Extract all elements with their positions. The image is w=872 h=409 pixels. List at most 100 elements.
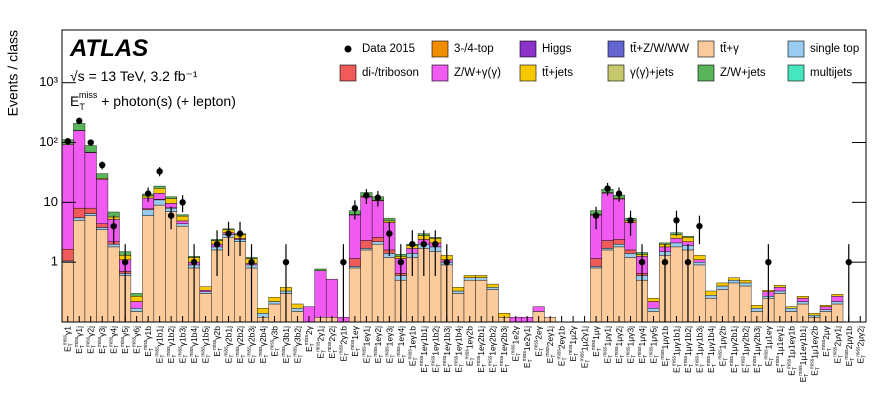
- met-sub: T: [758, 364, 764, 367]
- bar-segment: [176, 215, 189, 222]
- met-sup: miss: [79, 90, 98, 100]
- legend-marker: [787, 40, 805, 58]
- bar-segment: [153, 185, 166, 189]
- legend-marker: [607, 40, 625, 58]
- legend-marker: [697, 40, 715, 58]
- met-sup: miss: [235, 346, 241, 357]
- met-sub: T: [655, 355, 661, 358]
- bar-segment: [819, 309, 832, 312]
- bar-segment: [348, 214, 361, 259]
- met-sub: T: [321, 350, 327, 353]
- data-point: [76, 117, 83, 125]
- plot-frame: [61, 29, 867, 323]
- plot-area: [62, 117, 852, 322]
- x-tick-label: ETmiss1eγ1j: [361, 326, 373, 363]
- met-base: E: [694, 367, 704, 373]
- x-tick-label: ETmiss1eγ2b3j: [499, 326, 511, 373]
- met-base: E: [775, 367, 785, 373]
- met-base: E: [350, 351, 360, 357]
- met-base: E: [281, 357, 291, 363]
- bar-segment: [176, 223, 189, 227]
- category: 1e2γ: [511, 325, 521, 344]
- bar-segment: [819, 306, 832, 310]
- x-tick-label: ETmiss1μ1eγ1b: [786, 326, 798, 376]
- x-tick-label: ETmiss1eγ1b1j: [419, 326, 431, 373]
- bar-segment: [153, 204, 166, 322]
- met-sup: miss: [855, 346, 861, 357]
- met-sup: miss: [304, 334, 310, 345]
- met-sub: T: [517, 353, 523, 356]
- bar-segment: [383, 218, 396, 222]
- met-sup: miss: [476, 355, 482, 366]
- met-sub: T: [264, 355, 270, 358]
- met-sup: miss: [178, 346, 184, 357]
- x-tick-label: ETmiss1eγ: [350, 325, 362, 356]
- x-tick-label: ETmiss1μγ1j: [603, 326, 615, 364]
- met-sup: miss: [809, 358, 815, 369]
- x-tick-label: ETmissγ2b2j: [235, 326, 247, 363]
- bar-segment: [452, 287, 465, 292]
- met-sub: T: [195, 355, 201, 358]
- bar-segment: [647, 301, 660, 309]
- met-base: E: [534, 351, 544, 357]
- met-sub: T: [620, 355, 626, 358]
- bar-segment: [750, 305, 763, 309]
- x-tick-label: ETmissγ3b2j: [292, 326, 304, 363]
- category: γ1j: [74, 326, 84, 337]
- category: γ2b1j: [224, 326, 234, 346]
- met-sub: T: [677, 364, 683, 367]
- met-sub: T: [287, 355, 293, 358]
- category: 1μγ2b3j: [752, 326, 762, 356]
- met-base: E: [120, 348, 130, 354]
- data-point: [99, 161, 106, 169]
- met-base: E: [717, 360, 727, 366]
- x-tick-label: ETmissγ1b2j: [166, 326, 178, 363]
- x-tick-label: ETmissγ3j: [97, 326, 109, 354]
- bar-segment: [165, 198, 178, 204]
- category: γ2b3j: [247, 326, 257, 346]
- met-sup: miss: [557, 349, 563, 360]
- met-sub: T: [310, 343, 316, 346]
- met-sup: miss: [580, 351, 586, 362]
- category: 1eγ3j: [384, 326, 394, 346]
- bar-segment: [796, 295, 809, 299]
- x-tick-label: ETmiss1μγ3j: [626, 326, 638, 364]
- met-base: E: [361, 357, 371, 363]
- x-tick-label: ETmiss1μ2γ: [568, 325, 580, 361]
- legend-marker: [519, 64, 537, 82]
- met-sup: miss: [247, 346, 253, 357]
- data-point: [236, 230, 244, 237]
- bar-segment: [624, 253, 637, 258]
- x-tick-label: ETmissγ6j: [132, 326, 144, 354]
- category: γ1b3j: [178, 326, 188, 346]
- x-tick-label: ETmiss1μγ1b4j: [706, 326, 718, 373]
- met-sub: T: [448, 364, 454, 367]
- met-sup: miss: [327, 341, 333, 352]
- met-sub: T: [436, 364, 442, 367]
- bar-segment: [153, 199, 166, 206]
- bar-segment: [727, 277, 740, 281]
- category: γ1b4j: [189, 326, 199, 346]
- category: 2μγ1b: [844, 326, 854, 350]
- met-sup: miss: [258, 346, 264, 357]
- x-tick-label: ETmiss1μγ1b2j: [683, 326, 695, 373]
- y-tick-label: 1: [51, 254, 58, 269]
- bar-segment: [84, 213, 97, 216]
- met-sub: T: [781, 364, 787, 367]
- x-tick-label: ETmissγ1b4j: [189, 326, 201, 363]
- data-point: [179, 199, 186, 206]
- category: 1eγ1b3j: [442, 326, 452, 356]
- met-base: E: [258, 357, 268, 363]
- bar-segment: [153, 188, 166, 194]
- bar-segment: [360, 240, 373, 249]
- x-tick-label: ETmiss1μγ2b: [717, 326, 729, 367]
- bar-segment: [727, 279, 740, 284]
- x-tick-label: ETmiss2μγ: [821, 325, 833, 357]
- met-base: E: [384, 357, 394, 363]
- met-sub: T: [138, 345, 144, 348]
- met-sup: miss: [763, 349, 769, 360]
- met-base: E: [580, 362, 590, 368]
- category: γ3b2j: [292, 326, 302, 346]
- x-tick-label: ETmiss1eγ2j: [373, 326, 385, 363]
- legend-label: tt̄+γ: [720, 43, 739, 55]
